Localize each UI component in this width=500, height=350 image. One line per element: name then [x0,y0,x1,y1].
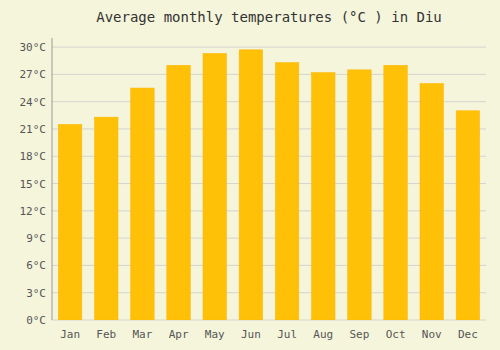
x-tick-label: Oct [386,328,406,341]
bar [58,124,82,320]
y-axis-line [52,38,53,320]
bars [58,50,479,320]
y-tick-label: 3°C [26,287,46,300]
bar [420,83,444,320]
bar [203,53,227,320]
x-tick-label: Aug [313,328,333,341]
title: Average monthly temperatures (°C ) in Di… [96,9,442,25]
y-tick-label: 15°C [20,178,47,191]
y-tick-label: 12°C [20,205,47,218]
bar [167,65,191,320]
grid-line [52,74,486,75]
bar [239,50,263,320]
bar [275,63,299,320]
bar [384,65,408,320]
x-tick-label: Jan [60,328,80,341]
y-tick-label: 0°C [26,314,46,327]
y-tick-label: 27°C [20,68,47,81]
bar [348,70,372,320]
x-tick-label: Apr [169,328,189,341]
x-tick-label: Dec [458,328,478,341]
x-tick-label: Feb [96,328,116,341]
x-tick-label: Jun [241,328,261,341]
y-tick-label: 30°C [20,41,47,54]
x-tick-label: May [205,328,225,341]
x-tick-label: Mar [132,328,152,341]
background [0,0,500,350]
y-tick-label: 21°C [20,123,47,136]
y-tick-label: 6°C [26,259,46,272]
bar [311,73,335,320]
chart: Average monthly temperatures (°C ) in Di… [0,0,500,350]
grid [52,47,486,320]
bar [456,111,480,320]
x-tick-label: Sep [349,328,369,341]
grid-line [52,47,486,48]
x-tick-label: Nov [422,328,442,341]
y-tick-label: 24°C [20,96,47,109]
bar [131,88,155,320]
y-tick-label: 18°C [20,150,47,163]
y-tick-label: 9°C [26,232,46,245]
bar [94,117,118,320]
x-tick-label: Jul [277,328,297,341]
